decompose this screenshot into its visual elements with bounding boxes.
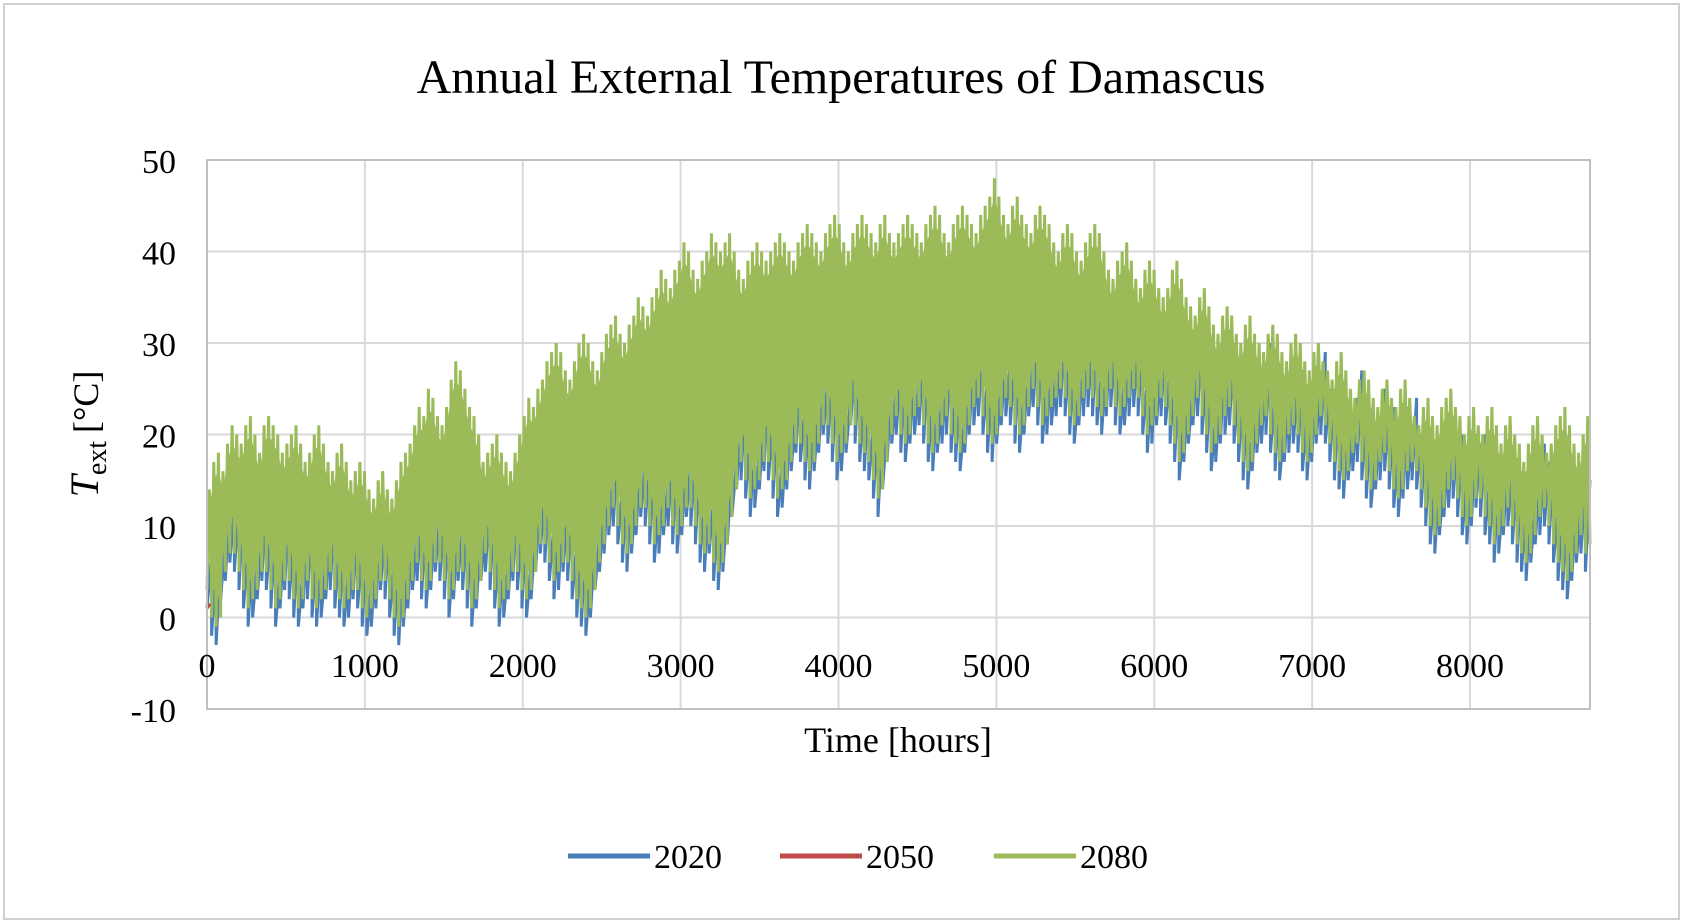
y-axis-label: Text [°C] (62, 371, 113, 498)
y-axis-label-main: T (62, 472, 107, 497)
x-tick-label: 1000 (331, 648, 399, 685)
y-tick-label: 40 (142, 236, 176, 273)
legend-label-2080: 2080 (1080, 839, 1148, 876)
y-tick-label: 30 (142, 327, 176, 364)
x-axis-ticks: 0 1000 2000 3000 4000 5000 6000 7000 8000 (199, 648, 1505, 685)
y-tick-label: 10 (142, 510, 176, 547)
plot-border (206, 159, 1591, 710)
x-tick-label: 6000 (1120, 648, 1188, 685)
x-tick-label: 8000 (1436, 648, 1504, 685)
x-tick-label: 2000 (489, 648, 557, 685)
x-axis-label: Time [hours] (804, 720, 992, 760)
chart-title: Annual External Temperatures of Damascus (417, 51, 1266, 104)
legend: 2020 2050 2080 (568, 839, 1148, 876)
svg-text:Text[°C]: Text [°C] (62, 371, 113, 498)
y-tick-label: -10 (131, 693, 176, 730)
y-tick-label: 50 (142, 144, 176, 181)
x-tick-label: 7000 (1278, 648, 1346, 685)
y-axis-label-sub: ext (82, 441, 113, 475)
y-tick-label: 0 (159, 602, 176, 639)
legend-label-2050: 2050 (866, 839, 934, 876)
x-tick-label: 3000 (647, 648, 715, 685)
x-tick-label: 5000 (962, 648, 1030, 685)
legend-label-2020: 2020 (654, 839, 722, 876)
x-tick-label: 0 (199, 648, 216, 685)
series-2080-fill (209, 196, 1588, 600)
y-tick-label: 20 (142, 419, 176, 456)
x-tick-label: 4000 (805, 648, 873, 685)
y-axis-label-unit: [°C] (66, 371, 106, 433)
y-axis-ticks: -10 0 10 20 30 40 50 (131, 144, 176, 730)
